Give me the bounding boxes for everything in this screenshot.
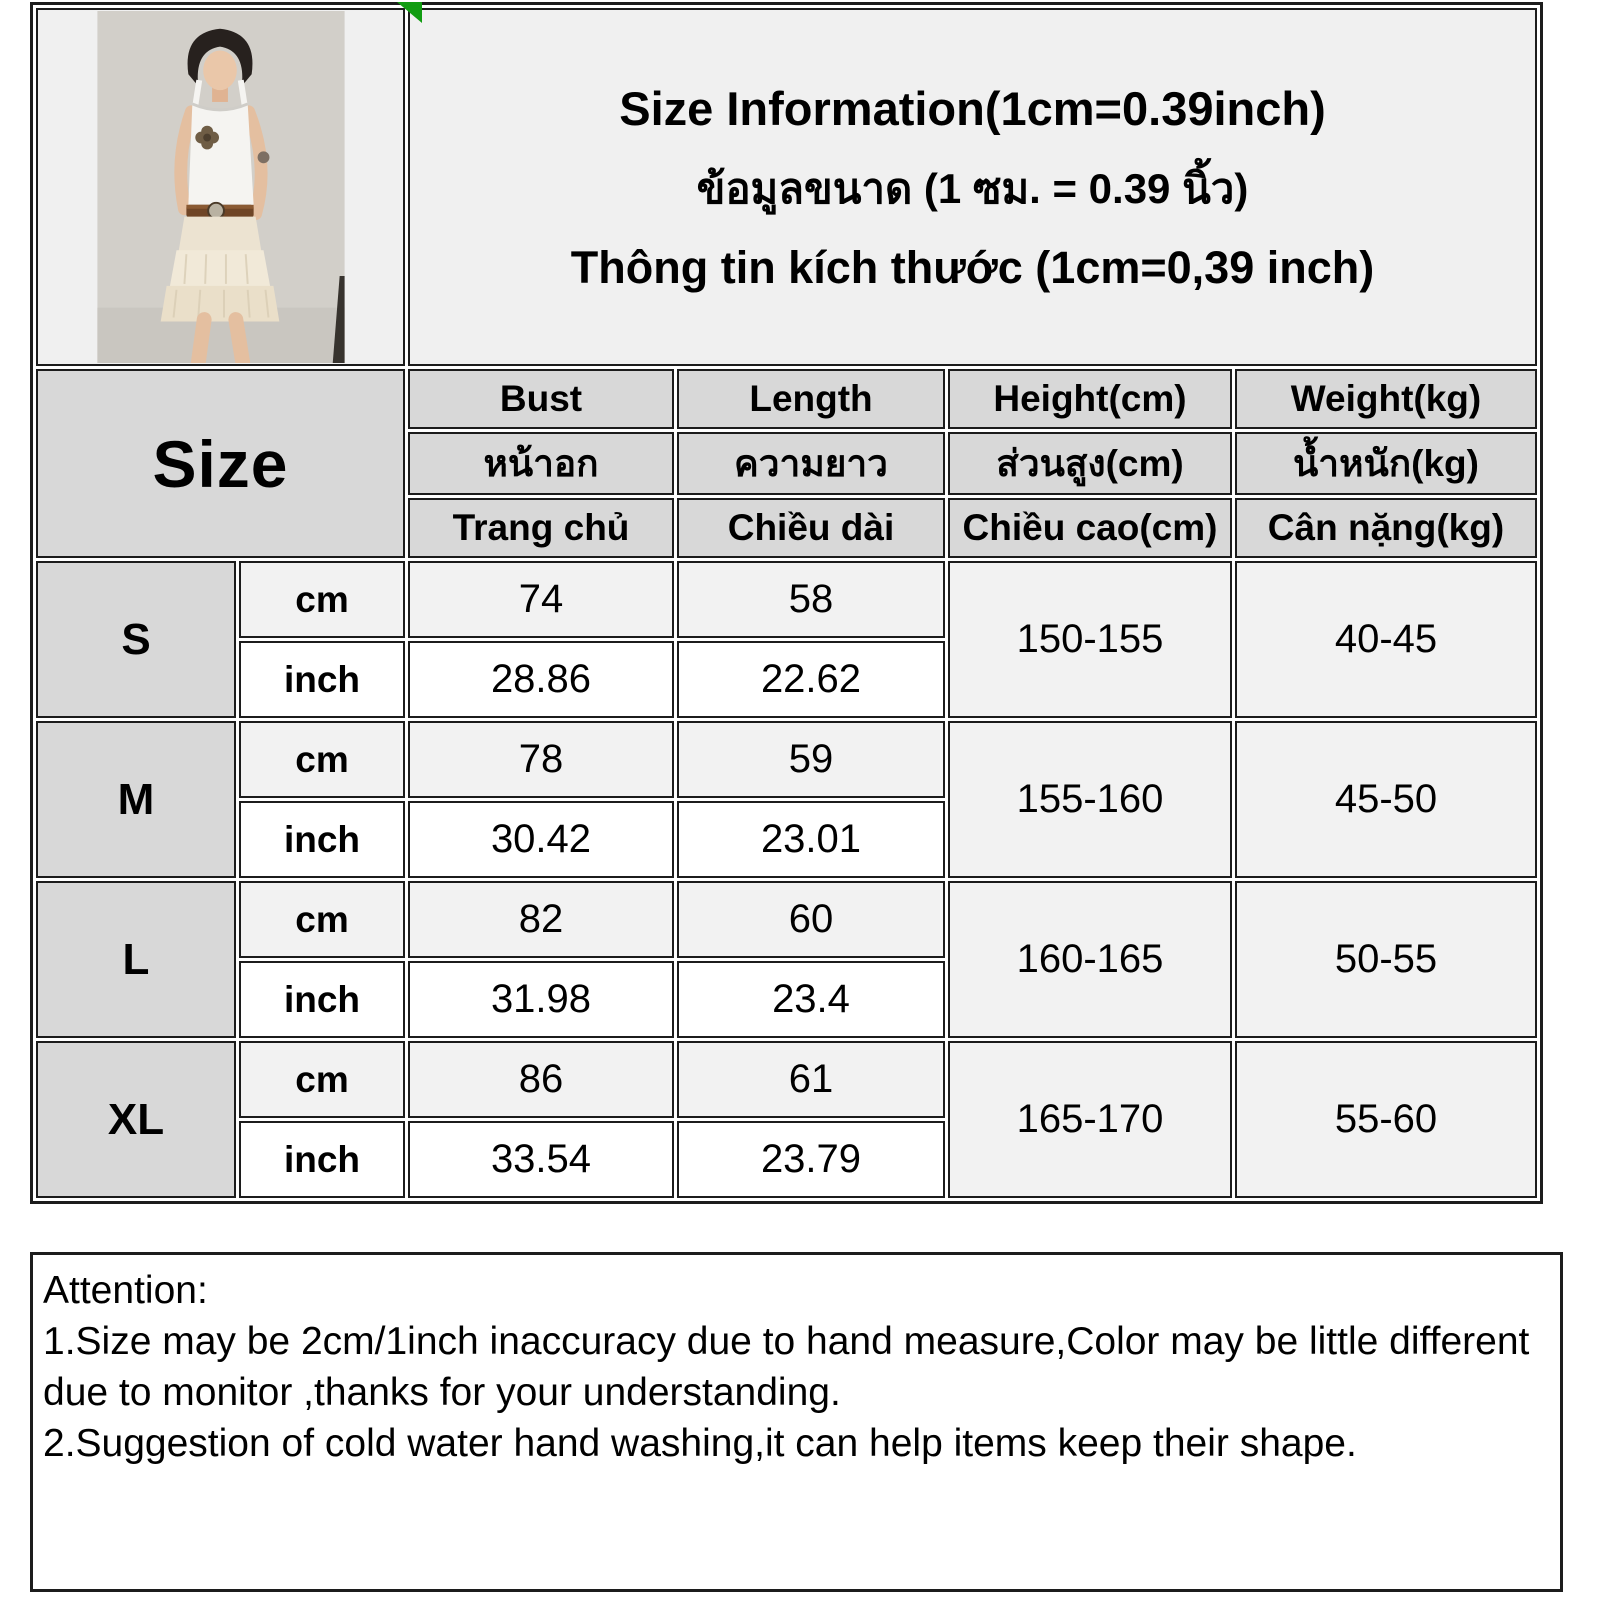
title-cell: Size Information(1cm=0.39inch) ข้อมูลขนา…	[408, 8, 1537, 366]
height-range: 160-165	[948, 881, 1232, 1038]
header-row-english: Size Bust Length Height(cm) Weight(kg)	[36, 369, 1537, 558]
table-row-m-inch: inch 30.42 23.01	[36, 801, 1537, 878]
unit-cell-inch: inch	[239, 961, 405, 1038]
header-row-thai: หน้าอก ความยาว ส่วนสูง(cm) น้ำหนัก(kg)	[36, 432, 1537, 495]
unit-cell-cm: cm	[239, 1041, 405, 1118]
height-range: 150-155	[948, 561, 1232, 718]
bust-value-inch: 31.98	[408, 961, 674, 1038]
attention-heading: Attention:	[43, 1269, 208, 1312]
table-row-l-cm: L cm 82 60 160-165 50-55	[36, 881, 1537, 1038]
col-header-height-en: Height(cm)	[948, 369, 1232, 429]
length-value-cm: 58	[677, 561, 945, 638]
table-row-xl-inch: inch 33.54 23.79	[36, 1121, 1537, 1198]
weight-range: 40-45	[1235, 561, 1537, 718]
attention-note-box: Attention: 1.Size may be 2cm/1inch inacc…	[30, 1252, 1563, 1592]
col-header-bust-th: หน้าอก	[408, 432, 674, 495]
size-corner-header: Size	[36, 369, 405, 558]
length-value-inch: 23.01	[677, 801, 945, 878]
col-header-weight-th: น้ำหนัก(kg)	[1235, 432, 1537, 495]
col-header-height-vi: Chiều cao(cm)	[948, 498, 1232, 558]
weight-range: 55-60	[1235, 1041, 1537, 1198]
col-header-bust-en: Bust	[408, 369, 674, 429]
length-value-inch: 22.62	[677, 641, 945, 718]
table-row-s-cm: S cm 74 58 150-155 40-45	[36, 561, 1537, 718]
unit-cell-inch: inch	[239, 801, 405, 878]
table-row-m-cm: M cm 78 59 155-160 45-50	[36, 721, 1537, 878]
bust-value-inch: 28.86	[408, 641, 674, 718]
length-value-cm: 59	[677, 721, 945, 798]
header-row-vietnamese: Trang chủ Chiều dài Chiều cao(cm) Cân nặ…	[36, 498, 1537, 558]
bust-value-cm: 82	[408, 881, 674, 958]
size-row-label: S	[36, 561, 236, 718]
model-photo-illustration	[96, 11, 345, 363]
product-photo-cell	[36, 8, 405, 366]
height-range: 155-160	[948, 721, 1232, 878]
unit-cell-inch: inch	[239, 641, 405, 718]
corner-marker-icon	[397, 2, 422, 23]
col-header-weight-en: Weight(kg)	[1235, 369, 1537, 429]
product-photo	[38, 10, 403, 364]
title-row: Size Information(1cm=0.39inch) ข้อมูลขนา…	[36, 8, 1537, 366]
attention-note-1: 1.Size may be 2cm/1inch inaccuracy due t…	[43, 1320, 1530, 1414]
bust-value-cm: 78	[408, 721, 674, 798]
size-row-label: L	[36, 881, 236, 1038]
bust-value-inch: 30.42	[408, 801, 674, 878]
col-header-length-th: ความยาว	[677, 432, 945, 495]
col-header-weight-vi: Cân nặng(kg)	[1235, 498, 1537, 558]
height-range: 165-170	[948, 1041, 1232, 1198]
col-header-length-vi: Chiều dài	[677, 498, 945, 558]
weight-range: 50-55	[1235, 881, 1537, 1038]
unit-cell-cm: cm	[239, 881, 405, 958]
unit-cell-inch: inch	[239, 1121, 405, 1198]
length-value-inch: 23.79	[677, 1121, 945, 1198]
length-value-cm: 61	[677, 1041, 945, 1118]
bust-value-inch: 33.54	[408, 1121, 674, 1198]
title-vietnamese: Thông tin kích thước (1cm=0,39 inch)	[570, 241, 1375, 293]
title-english: Size Information(1cm=0.39inch)	[619, 81, 1326, 135]
col-header-length-en: Length	[677, 369, 945, 429]
unit-cell-cm: cm	[239, 721, 405, 798]
bust-value-cm: 74	[408, 561, 674, 638]
table-row-s-inch: inch 28.86 22.62	[36, 641, 1537, 718]
unit-cell-cm: cm	[239, 561, 405, 638]
length-value-inch: 23.4	[677, 961, 945, 1038]
size-table: Size Information(1cm=0.39inch) ข้อมูลขนา…	[30, 2, 1543, 1204]
size-row-label: XL	[36, 1041, 236, 1198]
table-row-xl-cm: XL cm 86 61 165-170 55-60	[36, 1041, 1537, 1198]
table-row-l-inch: inch 31.98 23.4	[36, 961, 1537, 1038]
weight-range: 45-50	[1235, 721, 1537, 878]
bust-value-cm: 86	[408, 1041, 674, 1118]
col-header-bust-vi: Trang chủ	[408, 498, 674, 558]
size-row-label: M	[36, 721, 236, 878]
attention-note-2: 2.Suggestion of cold water hand washing,…	[43, 1422, 1357, 1465]
length-value-cm: 60	[677, 881, 945, 958]
title-thai: ข้อมูลขนาด (1 ซม. = 0.39 นิ้ว)	[696, 164, 1249, 212]
col-header-height-th: ส่วนสูง(cm)	[948, 432, 1232, 495]
